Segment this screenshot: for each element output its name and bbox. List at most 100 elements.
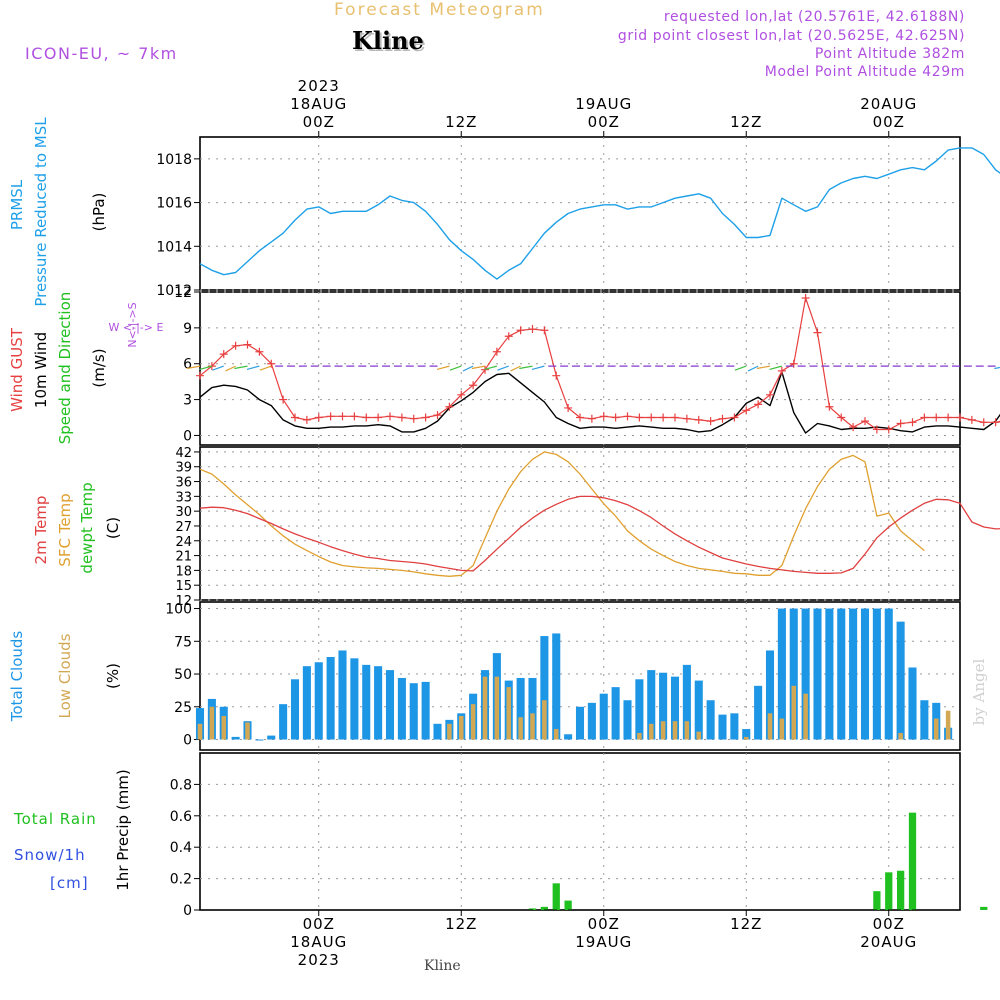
- wind-gust-point: [659, 413, 668, 422]
- total-cloud-bar: [421, 681, 430, 740]
- precip-ytick-label: 0.2: [170, 872, 192, 888]
- wind-gust-point: [374, 413, 383, 422]
- wind-gust-point: [825, 402, 834, 411]
- wind-gust-point: [516, 326, 525, 335]
- wind-arrow: [769, 365, 783, 370]
- wind-frame: [199, 291, 961, 446]
- low-cloud-bar: [779, 718, 785, 740]
- total-cloud-bar: [575, 706, 585, 740]
- precip-ytick-label: 0.4: [170, 840, 192, 856]
- total-cloud-bar: [385, 670, 395, 740]
- wind-gust-point: [469, 381, 478, 390]
- wind-gust-point: [291, 413, 299, 422]
- total-cloud-bar: [540, 636, 549, 740]
- total-cloud-bar: [255, 739, 264, 741]
- precip-ytick-label: 0.8: [170, 777, 192, 793]
- low-cloud-bar: [518, 717, 523, 740]
- top-time-label: 19AUG: [575, 95, 632, 113]
- total-cloud-bar: [552, 633, 561, 740]
- total-cloud-bar: [433, 723, 442, 740]
- wind-gust-point: [611, 413, 620, 422]
- wind-label-gust: Wind GUST: [8, 327, 26, 412]
- wind-arrow: [994, 366, 1000, 370]
- low-cloud-bar: [530, 713, 535, 740]
- point-altitude: Point Altitude 382m: [814, 46, 965, 62]
- wind-gust-point: [350, 412, 359, 421]
- total-cloud-bar: [872, 608, 881, 740]
- total-cloud-bar: [670, 676, 680, 740]
- pressure-ytick-label: 1016: [156, 196, 192, 212]
- clouds-ytick-label: 25: [174, 700, 192, 716]
- wind-arrow: [212, 365, 224, 371]
- low-cloud-bar: [197, 723, 203, 740]
- clouds-ytick-label: 50: [174, 667, 192, 683]
- wind-direction-arrows: [186, 365, 1000, 372]
- wind-arrow: [531, 365, 545, 370]
- wind-gust-point: [718, 414, 727, 423]
- total-cloud-bar: [528, 677, 537, 740]
- wind-gust-point: [920, 413, 929, 422]
- total-cloud-bar: [623, 700, 632, 740]
- temp-label-sfc: SFC Temp: [56, 493, 74, 566]
- wind-gust-point: [196, 371, 204, 380]
- precip-ytick-label: 0.6: [170, 809, 192, 825]
- wind-gust-point: [991, 418, 1000, 427]
- wind-gust-point: [279, 395, 288, 404]
- wind-compass-we: W <-|-> E: [109, 321, 164, 334]
- wind-arrow: [756, 365, 771, 370]
- rain-bar: [980, 906, 988, 910]
- wind-gust-point: [766, 390, 774, 399]
- total-cloud-bar: [801, 608, 810, 740]
- wind-arrow: [462, 365, 474, 372]
- wind-gust-point: [207, 362, 216, 371]
- clouds-ytick-label: 100: [165, 602, 192, 618]
- top-time-label: 20AUG: [860, 95, 917, 113]
- wind-gust-point: [742, 406, 751, 415]
- low-cloud-bar: [767, 713, 773, 740]
- wind-gust-point: [564, 403, 573, 412]
- rain-bar: [528, 908, 537, 910]
- top-time-label: 18AUG: [290, 95, 347, 113]
- total-cloud-bar: [647, 670, 656, 740]
- precip-ylabel: 1hr Precip (mm): [114, 769, 132, 890]
- temp-unit: (C): [104, 517, 122, 539]
- total-cloud-bar: [362, 664, 371, 740]
- top-time-label: 00Z: [588, 113, 620, 131]
- precip-label-rain: Total Rain: [13, 810, 97, 828]
- wind-gust-point: [397, 413, 406, 422]
- pressure-line: [199, 147, 1000, 280]
- pressure-label-msl: Pressure Reduced to MSL: [32, 117, 50, 307]
- wind-arrow: [234, 365, 248, 370]
- low-cloud-bar: [470, 704, 476, 740]
- temperature-ytick-label: 21: [175, 550, 192, 565]
- low-cloud-bar: [542, 700, 547, 740]
- temperature-frame: [199, 446, 961, 601]
- precip-frame: [199, 752, 961, 911]
- precip-label-snow: Snow/1h: [14, 846, 86, 864]
- pressure-ytick-label: 1018: [156, 152, 192, 168]
- total-cloud-bar: [611, 687, 620, 740]
- total-cloud-bar: [896, 621, 905, 740]
- total-cloud-bar: [789, 608, 798, 740]
- total-cloud-bar: [754, 685, 763, 740]
- wind-ytick-label: 6: [183, 357, 192, 373]
- wind-gust-point: [302, 415, 311, 424]
- total-cloud-bar: [314, 662, 323, 740]
- wind-gust-point: [872, 425, 881, 434]
- wind-gust-point: [777, 366, 786, 375]
- rain-bar: [908, 812, 917, 910]
- temperature-ytick-label: 15: [175, 579, 192, 594]
- wind-gust-point: [457, 390, 466, 399]
- total-cloud-bar: [374, 666, 383, 740]
- temp-2m-line: [199, 495, 1000, 574]
- total-cloud-bar: [730, 713, 739, 740]
- rain-bar: [552, 883, 560, 910]
- total-cloud-bar: [706, 700, 715, 740]
- wind-gust-point: [908, 418, 917, 427]
- temperature-ytick-label: 39: [175, 461, 192, 476]
- low-cloud-bar: [494, 676, 500, 740]
- wind-gust-point: [433, 411, 442, 420]
- wind-gust-point: [528, 325, 537, 334]
